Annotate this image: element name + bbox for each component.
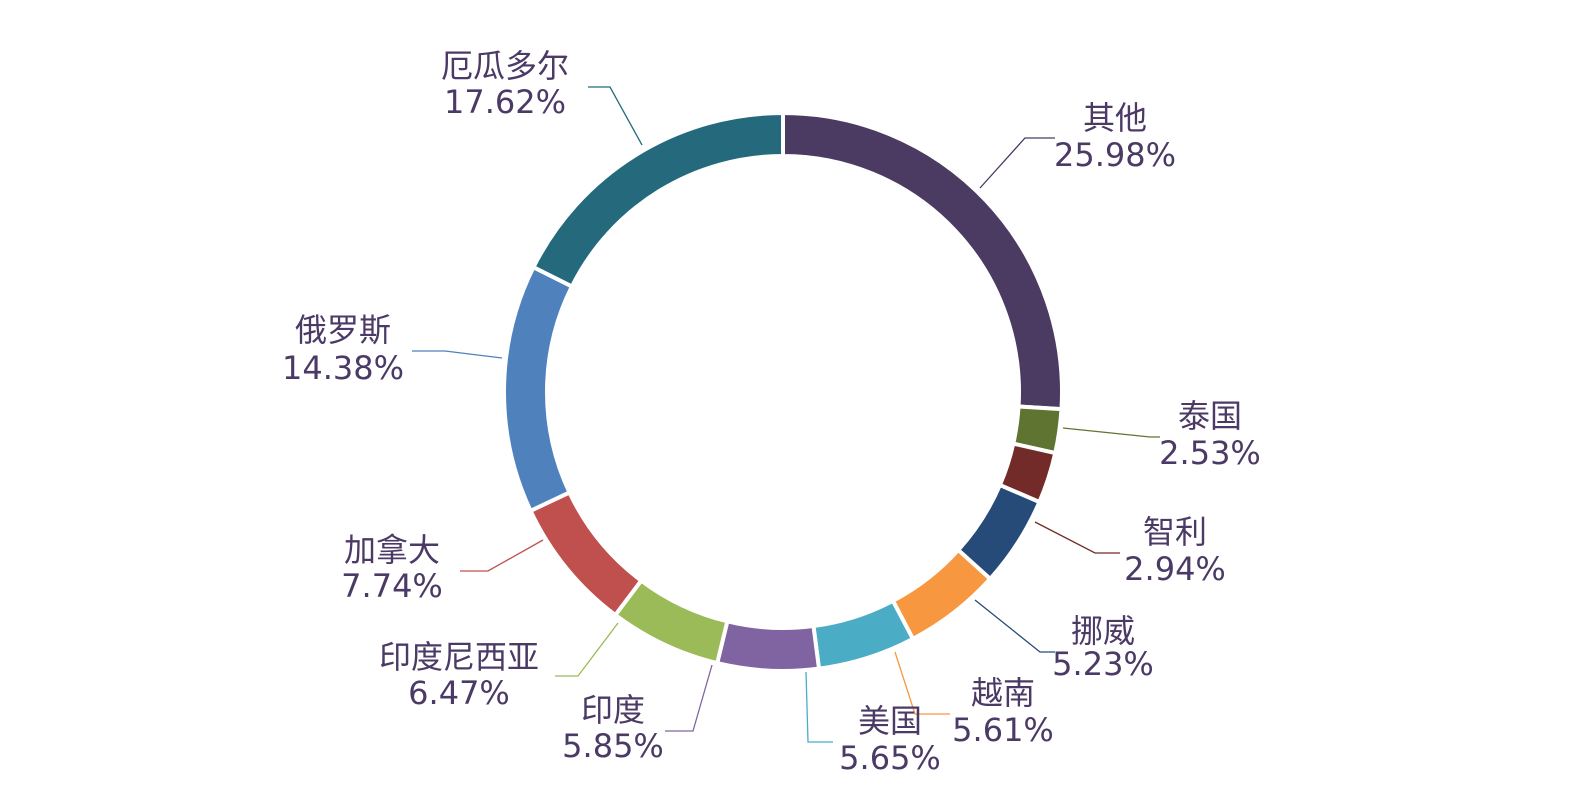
slice-label-6: 印度 [581,691,645,729]
slice-value-3: 5.23% [1052,645,1154,683]
slice-labels: 其他25.98%泰国2.53%智利2.94%挪威5.23%越南5.61%美国5.… [282,47,1261,777]
slice-label-2: 智利 [1143,513,1207,551]
leader-line-9 [412,350,503,359]
slice-value-0: 25.98% [1054,136,1176,174]
slice-label-5: 美国 [858,702,922,740]
leader-lines [412,86,1160,743]
leader-line-4 [894,651,950,715]
leader-line-7 [555,622,619,677]
slice-value-10: 17.62% [444,83,566,121]
slice-6 [714,618,822,673]
leader-line-1 [1062,427,1160,438]
slice-label-9: 俄罗斯 [295,311,391,349]
leader-line-8 [460,539,544,572]
slice-value-2: 2.94% [1124,550,1226,588]
slice-value-8: 7.74% [341,567,443,605]
slice-10 [530,110,785,290]
slice-9 [502,264,575,514]
leader-line-10 [588,86,643,146]
slice-label-10: 厄瓜多尔 [441,47,569,85]
leader-line-3 [974,599,1055,653]
leader-line-5 [805,671,833,743]
slice-value-5: 5.65% [839,739,941,777]
slice-label-0: 其他 [1083,99,1147,137]
slice-label-8: 加拿大 [344,531,440,569]
slice-8 [527,489,644,618]
slice-value-7: 6.47% [408,674,510,712]
slice-value-6: 5.85% [562,727,664,765]
slice-label-7: 印度尼西亚 [379,638,539,676]
leader-line-2 [1034,521,1120,554]
slice-label-1: 泰国 [1178,397,1242,435]
slice-value-9: 14.38% [282,349,404,387]
slice-value-1: 2.53% [1159,434,1261,472]
leader-line-6 [665,664,713,732]
slice-value-4: 5.61% [952,711,1054,749]
slice-5 [811,598,916,671]
slice-0 [781,110,1064,412]
slice-label-3: 挪威 [1071,612,1135,650]
slice-label-4: 越南 [971,674,1035,712]
leader-line-0 [979,137,1055,189]
donut-slices [502,110,1064,673]
